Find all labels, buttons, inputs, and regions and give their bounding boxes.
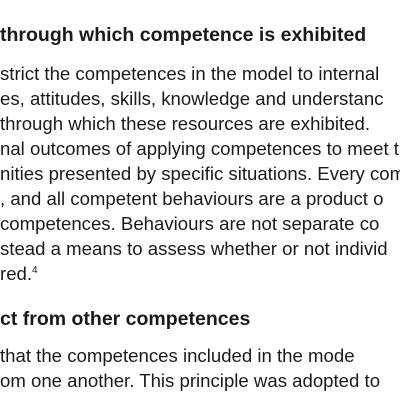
section-heading: through which competence is exhibited (0, 24, 367, 46)
paragraph-last-line-text: red. (0, 263, 33, 284)
paragraph-line: that the competences included in the mod… (0, 345, 355, 366)
paragraph-line: om one another. This principle was adopt… (0, 370, 381, 391)
paragraph-line: stead a means to assess whether or not i… (0, 238, 388, 259)
paragraph-last-line: red.4 (0, 261, 38, 286)
paragraph-line: strict the competences in the model to i… (0, 63, 380, 84)
paragraph-line: es, attitudes, skills, knowledge and und… (0, 88, 384, 109)
paragraph-line: nities presented by specific situations.… (0, 163, 400, 184)
paragraph-line: through which these resources are exhibi… (0, 113, 371, 134)
paragraph-line: , and all competent behaviours are a pro… (0, 188, 384, 209)
paragraph-line: competences. Behaviours are not separate… (0, 213, 380, 234)
paragraph-line: nal outcomes of applying competences to … (0, 138, 400, 159)
section-heading: ct from other competences (0, 308, 251, 330)
footnote-reference: 4 (32, 264, 38, 276)
